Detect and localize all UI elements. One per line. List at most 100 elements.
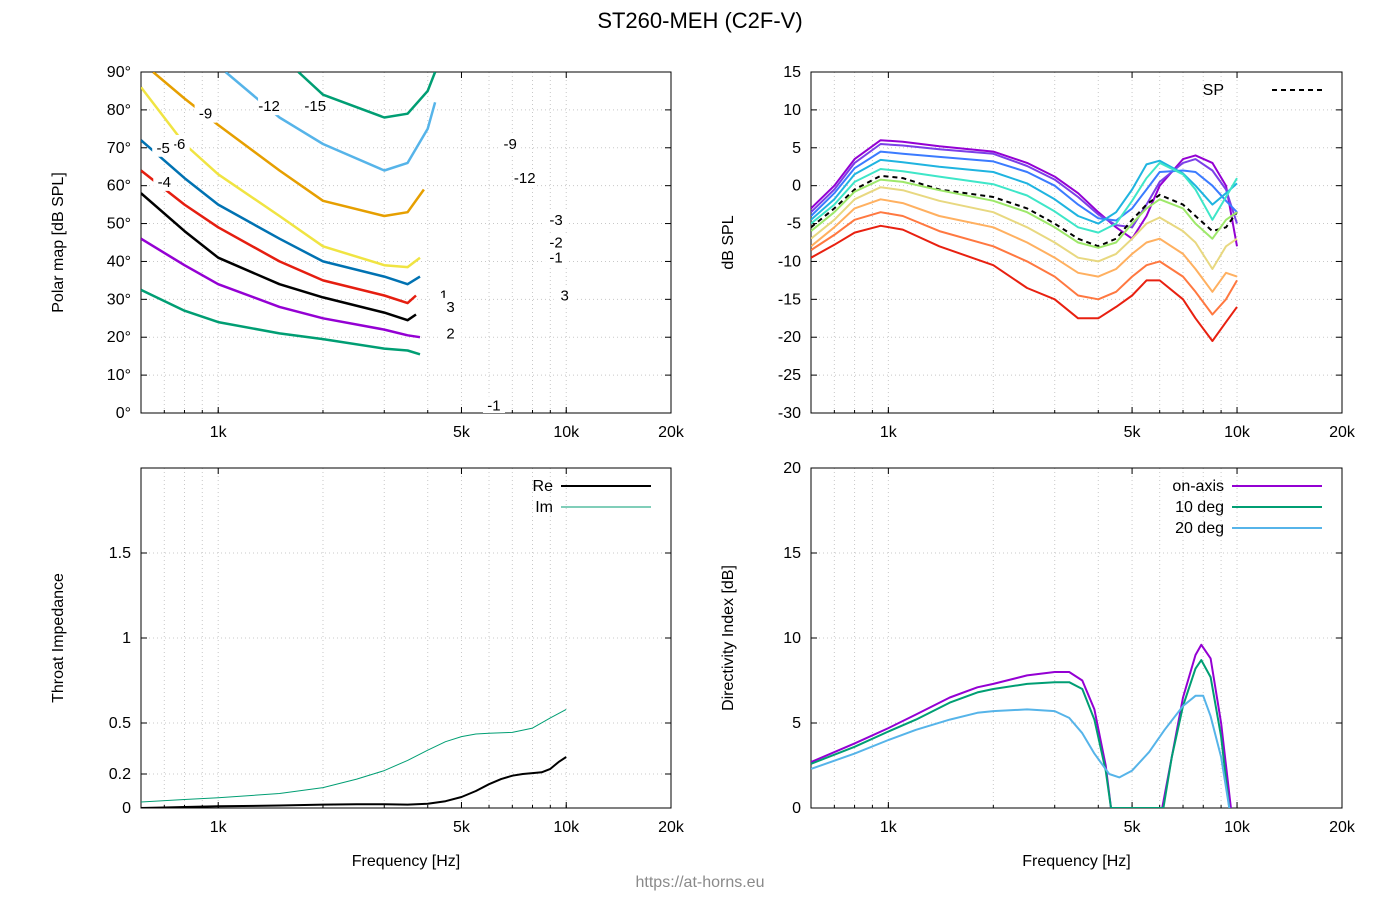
legend-label: SP — [1203, 82, 1224, 99]
y-axis-label: Polar map [dB SPL] — [50, 172, 67, 313]
y-axis-label: Directivity Index [dB] — [720, 565, 737, 711]
contour-label-bg — [152, 138, 175, 157]
y-tick-label: 0.5 — [109, 715, 131, 732]
y-tick-label: 15 — [783, 64, 801, 81]
x-tick-label: 1k — [880, 819, 898, 836]
x-tick-label: 5k — [453, 819, 471, 836]
x-axis-label: Frequency [Hz] — [352, 853, 460, 870]
x-axis-label: Frequency [Hz] — [1022, 853, 1130, 870]
series-line — [811, 224, 1238, 342]
series-line — [811, 174, 1238, 248]
polar-plot: 1k 5k 10k 20k 0° 10° 20° 30° 40° 50° 60° 70° 80° 90° P… — [50, 64, 685, 441]
contour-label-bg — [439, 324, 462, 343]
di-plot: 1k 5k 10k 20k 0 5 10 15 20 Directivity Index [dB]… — [720, 460, 1356, 870]
y-tick-label: 0 — [792, 800, 801, 817]
impedance-data — [141, 708, 567, 808]
x-tick-label: 10k — [1224, 424, 1251, 441]
y-tick-label: 20° — [107, 329, 131, 346]
series-line — [811, 161, 1238, 234]
contour-label: -9 — [503, 136, 516, 153]
series-line — [141, 756, 567, 808]
chart-title: ST260-MEH (C2F-V) — [597, 8, 802, 33]
x-tick-label: 5k — [1124, 424, 1142, 441]
y-tick-label: 1 — [122, 630, 131, 647]
contour-label: -4 — [158, 174, 171, 191]
y-tick-label: -5 — [787, 216, 801, 233]
x-tick-label: 20k — [1329, 819, 1356, 836]
contour-label: 3 — [561, 288, 569, 305]
series-line — [811, 139, 1238, 247]
legend-label: 10 deg — [1175, 499, 1224, 516]
contour-label: -12 — [258, 98, 280, 115]
y-tick-label: 20 — [783, 460, 801, 477]
contour-label-bg — [153, 172, 176, 191]
legend-label: Re — [533, 478, 554, 495]
contour-label: -3 — [549, 212, 562, 229]
contour-label: -1 — [487, 397, 500, 414]
contour-label-bg — [553, 286, 576, 305]
impedance-plot: 1k 5k 10k 20k 0 0.2 0.5 1 1.5 Throat Impedance Fre… — [50, 467, 685, 870]
y-tick-label: 15 — [783, 545, 801, 562]
y-tick-label: 10 — [783, 630, 801, 647]
contour-label-bg — [513, 169, 536, 188]
y-tick-label: -25 — [778, 367, 801, 384]
y-tick-label: 40° — [107, 253, 131, 270]
spl-data — [811, 139, 1238, 342]
series-line — [811, 694, 1231, 808]
contour-line — [141, 139, 421, 286]
x-tick-label: 5k — [1124, 819, 1142, 836]
series-line — [811, 186, 1238, 270]
series-line — [811, 643, 1232, 808]
contour-label: -5 — [157, 140, 170, 157]
y-tick-label: 10 — [783, 102, 801, 119]
y-tick-label: 70° — [107, 140, 131, 157]
x-tick-label: 10k — [553, 819, 580, 836]
series-line — [811, 143, 1238, 229]
series-line — [811, 659, 1231, 808]
polar-frame — [140, 71, 672, 414]
legend-label: on-axis — [1172, 478, 1224, 495]
y-tick-label: -10 — [778, 253, 801, 270]
y-tick-label: 0 — [792, 178, 801, 195]
contour-line — [141, 86, 421, 269]
footer-url[interactable]: https://at-horns.eu — [636, 874, 765, 891]
contour-label: 2 — [446, 325, 454, 342]
contour-label-bg — [545, 210, 568, 229]
legend-label: 20 deg — [1175, 520, 1224, 537]
contour-line — [152, 72, 425, 218]
x-tick-label: 10k — [1224, 819, 1251, 836]
spl-plot: 1k 5k 10k 20k 15 10 5 0 -5 -10 -15 -20 -25 -30 dB SPL S… — [720, 64, 1356, 441]
y-tick-label: 50° — [107, 216, 131, 233]
series-line — [811, 150, 1238, 222]
contour-label: -6 — [172, 136, 185, 153]
contour-label: 1 — [440, 288, 448, 305]
y-tick-label: -15 — [778, 291, 801, 308]
contour-label: -15 — [304, 98, 326, 115]
y-tick-label: 0.2 — [109, 766, 131, 783]
y-tick-label: 80° — [107, 102, 131, 119]
contour-label-bg — [545, 248, 568, 267]
y-tick-label: 5 — [792, 140, 801, 157]
legend-label: Im — [535, 499, 553, 516]
contour-label: -12 — [514, 170, 536, 187]
contour-label-bg — [258, 97, 281, 116]
y-tick-label: 90° — [107, 64, 131, 81]
di-frame — [810, 467, 1343, 809]
x-tick-label: 20k — [1329, 424, 1356, 441]
y-tick-label: 0 — [122, 800, 131, 817]
y-tick-label: 60° — [107, 178, 131, 195]
contour-label-bg — [194, 104, 217, 123]
di-data — [811, 643, 1232, 808]
spl-frame — [810, 71, 1343, 414]
y-axis-label: dB SPL — [720, 215, 737, 269]
contour-line — [297, 72, 437, 119]
contour-label-bg — [304, 97, 327, 116]
y-tick-label: -20 — [778, 329, 801, 346]
contour-line — [141, 237, 421, 339]
y-tick-label: 30° — [107, 291, 131, 308]
contour-line — [141, 192, 417, 322]
contour-label: -9 — [199, 106, 212, 123]
y-tick-label: 10° — [107, 367, 131, 384]
